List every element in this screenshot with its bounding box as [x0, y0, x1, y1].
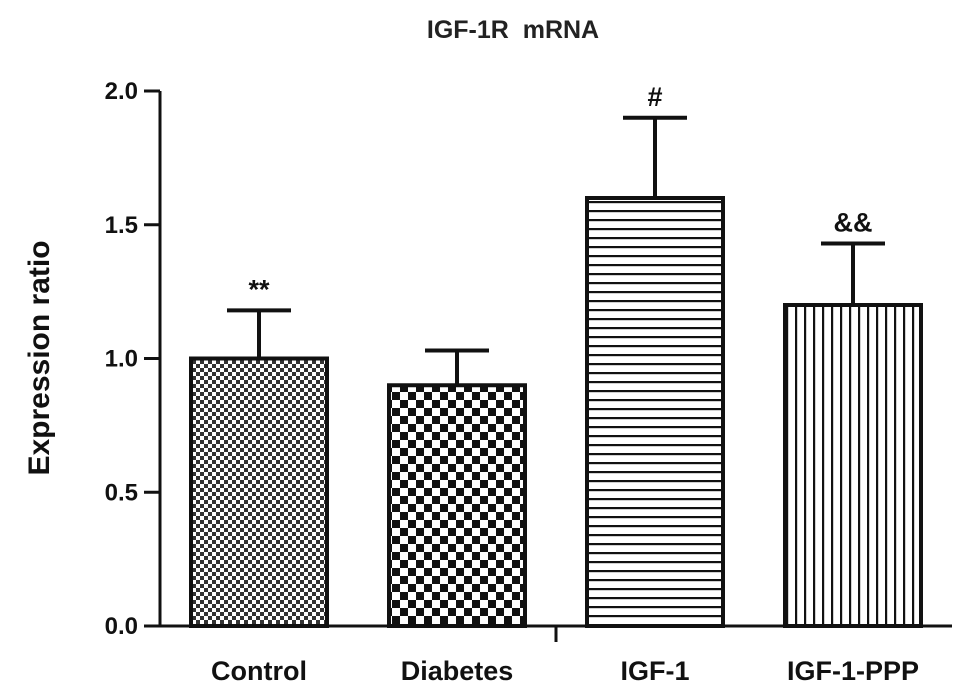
x-tick-label: Control	[211, 656, 307, 686]
y-tick-label: 1.5	[105, 212, 138, 239]
bar-control	[189, 356, 329, 628]
y-tick-label: 2.0	[105, 78, 138, 105]
bar-igf-1-ppp	[783, 303, 923, 628]
bars	[189, 196, 923, 628]
y-tick-label: 0.5	[105, 479, 138, 506]
x-ticks: Control Diabetes IGF-1 IGF-1-PPP	[211, 656, 919, 686]
x-tick-label: IGF-1-PPP	[787, 656, 919, 686]
bar-igf-1	[585, 196, 725, 628]
significance-label: **	[248, 274, 270, 304]
y-axis-label: Expression ratio	[23, 240, 56, 475]
x-tick-label: Diabetes	[401, 656, 514, 686]
y-tick-label: 1.0	[105, 346, 138, 373]
y-ticks: 0.0 0.5 1.0 1.5 2.0	[105, 78, 160, 640]
x-tick-label: IGF-1	[620, 656, 689, 686]
error-bars	[227, 115, 885, 386]
chart-title: IGF-1R mRNA	[427, 16, 599, 44]
significance-annotations: ** # &&	[248, 82, 872, 305]
significance-label: #	[647, 82, 662, 112]
bar-diabetes	[387, 383, 527, 628]
significance-label: &&	[834, 207, 873, 237]
y-tick-label: 0.0	[105, 613, 138, 640]
